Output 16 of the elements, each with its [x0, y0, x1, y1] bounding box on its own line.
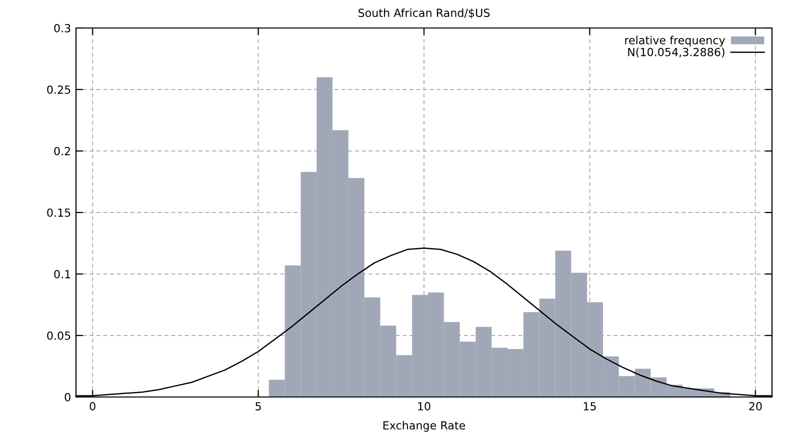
y-tick-label: 0: [64, 392, 70, 402]
y-tick-label: 0.3: [54, 24, 70, 32]
y-tick-label: 0.1: [54, 270, 70, 278]
x-tick-label: 20: [749, 402, 762, 410]
y-tick-label: 0.25: [47, 85, 70, 94]
x-tick-label: 15: [584, 402, 596, 410]
y-tick-label: 0.05: [47, 331, 70, 340]
x-tick-label: 0: [90, 402, 96, 410]
x-axis-title: Exchange Rate: [383, 420, 466, 432]
y-tick-label: 0.15: [47, 208, 70, 217]
y-tick-label: 0.2: [54, 146, 70, 156]
chart-title: South African Rand/$US: [358, 8, 490, 19]
x-tick-label: 5: [256, 402, 261, 410]
legend-label: relative frequency: [625, 36, 725, 47]
legend-label: N(10.054,3.2886): [628, 48, 724, 58]
x-tick-label: 10: [418, 402, 430, 410]
